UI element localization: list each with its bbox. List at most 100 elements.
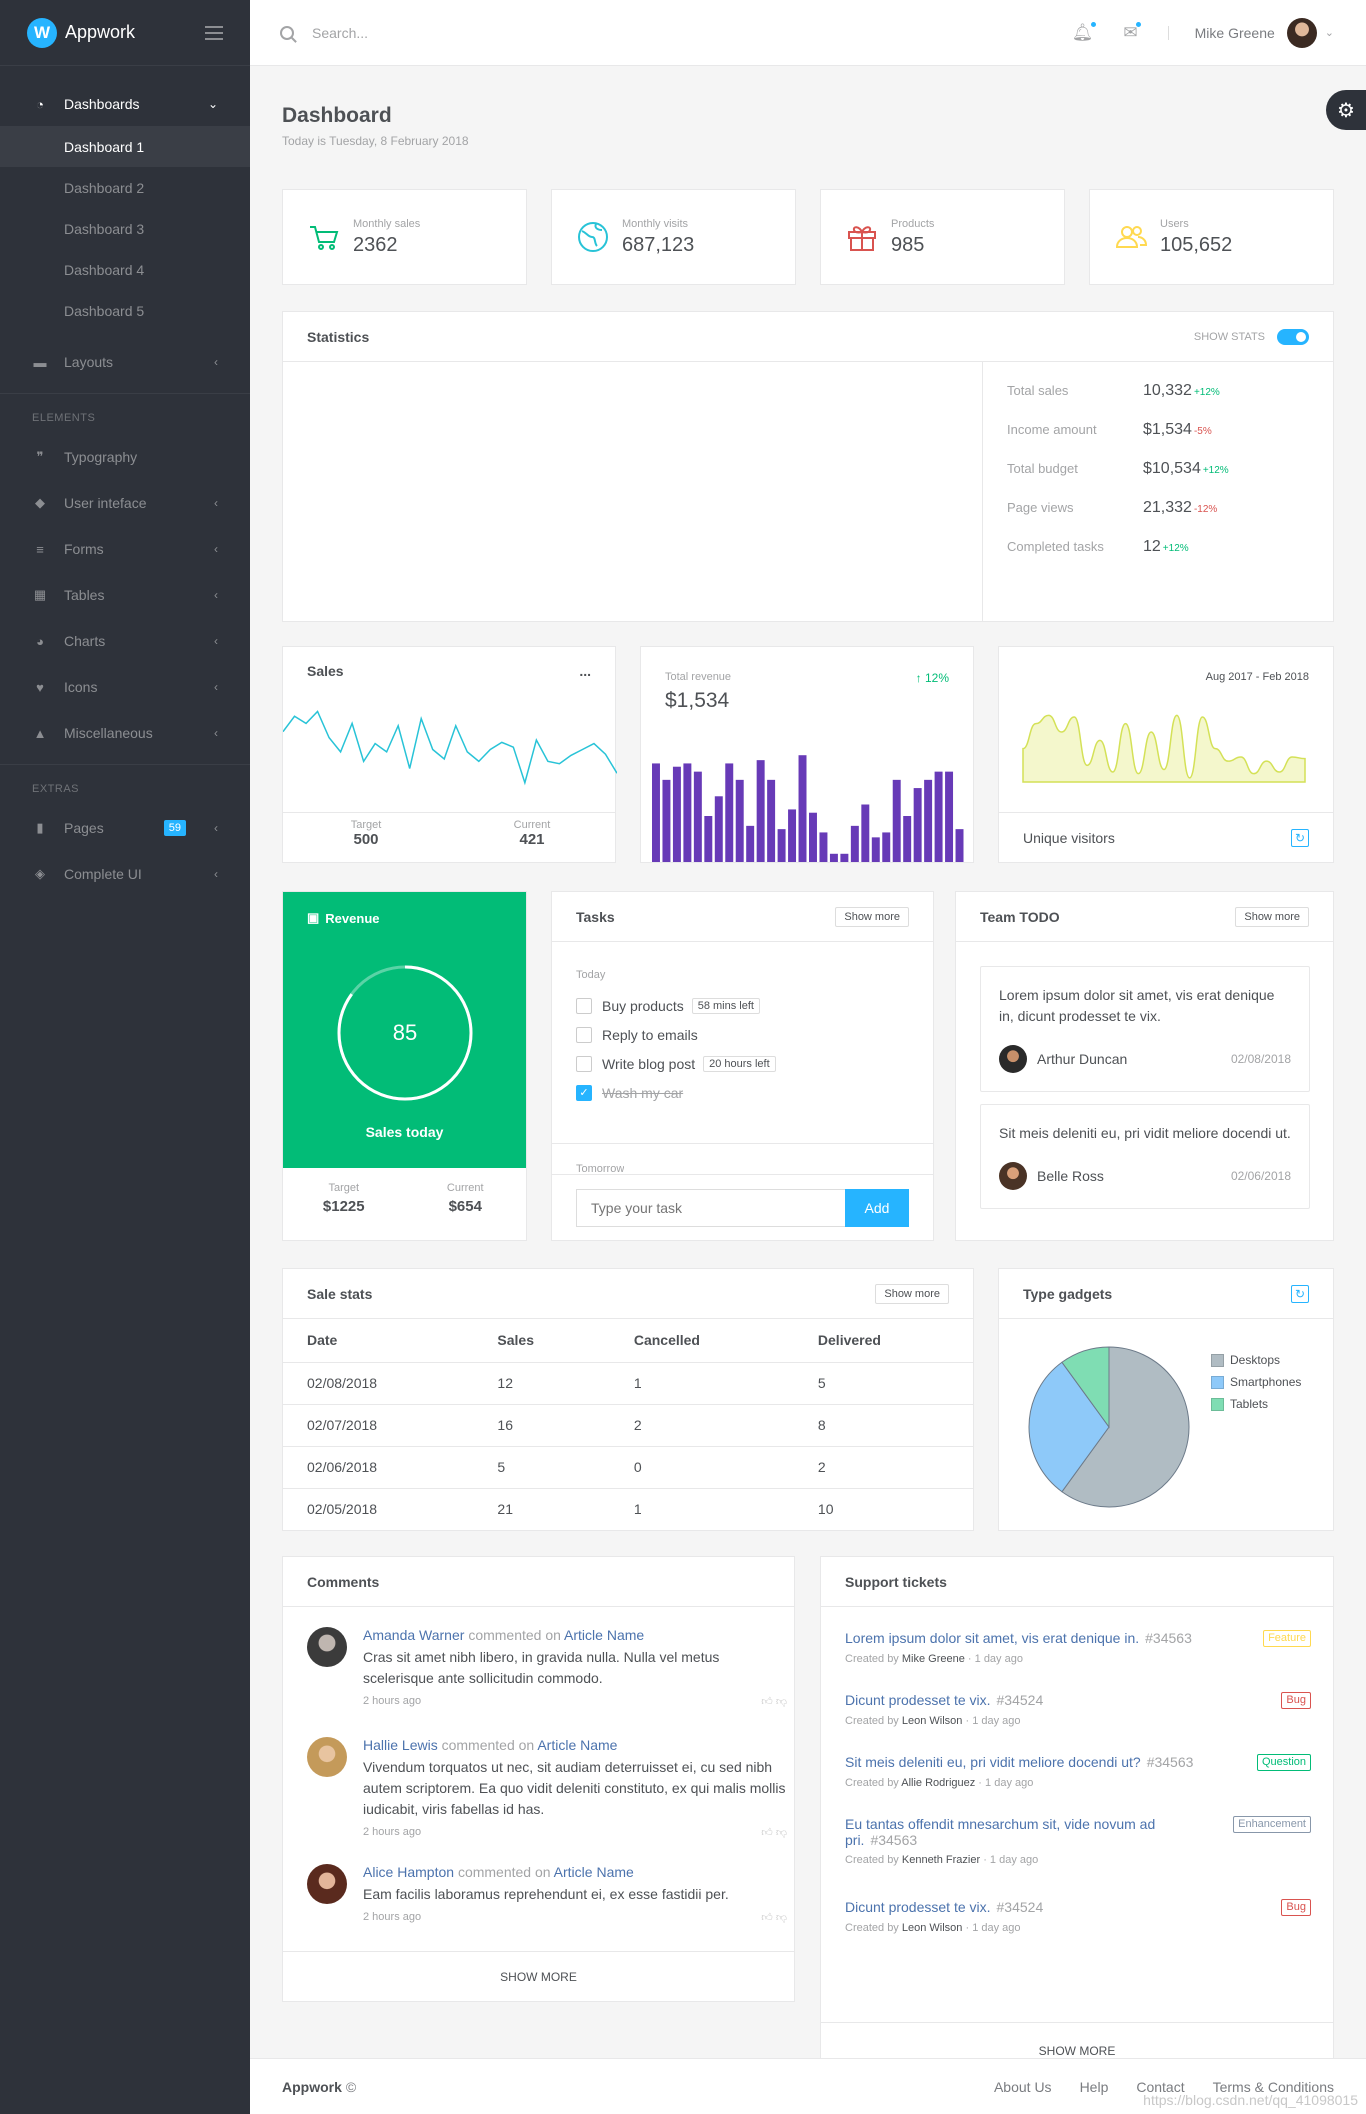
todo-date: 02/08/2018 bbox=[1230, 1052, 1291, 1066]
thumbs-down-icon[interactable]: 👎︎ bbox=[775, 1827, 787, 1839]
comment-author-link[interactable]: Amanda Warner bbox=[363, 1627, 465, 1643]
show-stats-toggle[interactable]: SHOW STATS bbox=[1194, 328, 1309, 345]
ticket-title-link[interactable]: Dicunt prodesset te vix. bbox=[845, 1899, 991, 1915]
sidebar-subitem-dashboard-3[interactable]: Dashboard 3 bbox=[64, 220, 145, 237]
sidebar-item-label: Layouts bbox=[64, 354, 114, 370]
todo-item[interactable]: Sit meis deleniti eu, pri vidit meliore … bbox=[980, 1104, 1310, 1209]
mail-icon[interactable]: ✉︎ bbox=[1123, 20, 1142, 43]
sidebar-item-pages[interactable]: ▮ Pages 59 ‹ bbox=[0, 805, 250, 851]
user-avatar[interactable] bbox=[1286, 17, 1317, 48]
sidebar-item-charts[interactable]: ◕ Charts ‹ bbox=[0, 618, 250, 664]
avatar[interactable] bbox=[307, 1627, 347, 1667]
task-checkbox[interactable] bbox=[576, 1026, 592, 1043]
search-input[interactable] bbox=[312, 24, 712, 41]
ticket-title-wrap: Sit meis deleniti eu, pri vidit meliore … bbox=[845, 1754, 1193, 1771]
ticket-title-link[interactable]: Dicunt prodesset te vix. bbox=[845, 1692, 991, 1708]
card-header: Sales ... bbox=[283, 647, 615, 679]
toggle-switch[interactable] bbox=[1277, 328, 1309, 345]
task-item[interactable]: ✓ Wash my car bbox=[576, 1078, 906, 1107]
topbar: 🔔︎ ✉︎ Mike Greene ⌄ bbox=[250, 0, 1366, 66]
thumbs-down-icon[interactable]: 👎︎ bbox=[775, 1696, 787, 1708]
revenue-bar bbox=[756, 760, 765, 862]
stat-row: Income amount $1,534 -5% bbox=[1007, 421, 1334, 460]
bell-icon[interactable]: 🔔︎ bbox=[1072, 20, 1098, 43]
menu-toggle-icon[interactable] bbox=[205, 25, 223, 40]
ticket-author[interactable]: Mike Greene bbox=[901, 1653, 965, 1665]
team-todo-show-more-button[interactable]: Show more bbox=[1235, 906, 1309, 927]
task-item[interactable]: Buy products 58 mins left bbox=[576, 991, 906, 1020]
topbar-divider bbox=[1167, 25, 1169, 40]
ticket-title-link[interactable]: Eu tantas offendit mnesarchum sit, vide … bbox=[845, 1816, 1156, 1848]
revenue-bar bbox=[882, 832, 891, 862]
sidebar-item-complete-ui[interactable]: ◈ Complete UI ‹ bbox=[0, 851, 250, 897]
sidebar-item-miscellaneous[interactable]: ▲ Miscellaneous ‹ bbox=[0, 710, 250, 756]
brand-name[interactable]: Appwork bbox=[65, 22, 136, 42]
ticket-author[interactable]: Kenneth Frazier bbox=[901, 1854, 981, 1866]
more-menu-icon[interactable]: ... bbox=[579, 663, 591, 679]
task-item[interactable]: Write blog post 20 hours left bbox=[576, 1049, 906, 1078]
todo-item[interactable]: Lorem ipsum dolor sit amet, vis erat den… bbox=[980, 966, 1310, 1092]
sidebar-subitem-dashboard-1[interactable]: Dashboard 1 bbox=[0, 126, 250, 167]
task-checkbox[interactable] bbox=[576, 1055, 592, 1072]
footer-link-terms[interactable]: Terms & Conditions bbox=[1212, 2078, 1334, 2095]
comment-header: Amanda Warner commented on Article Name bbox=[363, 1627, 787, 1643]
tasks-show-more-button[interactable]: Show more bbox=[835, 906, 909, 927]
sidebar-subitem-dashboard-5[interactable]: Dashboard 5 bbox=[64, 302, 145, 319]
tile-label: Monthly visits bbox=[622, 217, 689, 230]
task-item[interactable]: Reply to emails bbox=[576, 1020, 906, 1049]
thumbs-down-icon[interactable]: 👎︎ bbox=[775, 1912, 787, 1924]
avatar[interactable] bbox=[307, 1737, 347, 1777]
tickets-show-more-button[interactable]: SHOW MORE bbox=[821, 2022, 1333, 2078]
gear-icon[interactable]: ⚙︎ bbox=[1326, 90, 1366, 130]
sidebar-subitem-dashboard-4[interactable]: Dashboard 4 bbox=[64, 261, 145, 278]
brand-logo[interactable]: W bbox=[27, 17, 57, 48]
sidebar-item-forms[interactable]: ≡ Forms ‹ bbox=[0, 526, 250, 572]
comment-article-link[interactable]: Article Name bbox=[553, 1864, 634, 1880]
ticket-title-link[interactable]: Sit meis deleniti eu, pri vidit meliore … bbox=[845, 1754, 1141, 1770]
avatar[interactable] bbox=[307, 1864, 347, 1904]
todo-footer: Belle Ross 02/06/2018 bbox=[999, 1162, 1291, 1190]
sidebar-item-user-interface[interactable]: ◆ User inteface ‹ bbox=[0, 480, 250, 526]
footer-brand[interactable]: Appwork bbox=[282, 2078, 342, 2095]
comment-verb: commented on bbox=[441, 1737, 535, 1753]
ticket-author[interactable]: Allie Rodriguez bbox=[901, 1777, 976, 1789]
add-task-button[interactable]: Add bbox=[845, 1188, 909, 1227]
comment-article-link[interactable]: Article Name bbox=[537, 1737, 618, 1753]
thumbs-up-icon[interactable]: 👍︎ bbox=[761, 1696, 776, 1708]
comment-author-link[interactable]: Hallie Lewis bbox=[363, 1737, 438, 1753]
gift-icon bbox=[848, 226, 876, 251]
ticket-title-link[interactable]: Lorem ipsum dolor sit amet, vis erat den… bbox=[845, 1630, 1140, 1646]
comments-show-more-button[interactable]: SHOW MORE bbox=[283, 1951, 794, 2001]
table-cell: 10 bbox=[793, 1488, 973, 1531]
task-checkbox[interactable]: ✓ bbox=[576, 1084, 592, 1101]
footer-link-about[interactable]: About Us bbox=[993, 2078, 1052, 2095]
revenue-bar bbox=[704, 816, 713, 862]
footer-link-help[interactable]: Help bbox=[1079, 2078, 1109, 2095]
footer-link-contact[interactable]: Contact bbox=[1136, 2078, 1185, 2095]
summary-value: $654 bbox=[448, 1198, 482, 1215]
comment-article-link[interactable]: Article Name bbox=[564, 1627, 645, 1643]
sidebar-item-dashboards[interactable]: ◔ Dashboards ⌄ bbox=[0, 66, 250, 142]
sidebar-item-layouts[interactable]: ▬ Layouts ‹ bbox=[0, 339, 250, 385]
table-cell: 02/08/2018 bbox=[283, 1362, 474, 1405]
user-name[interactable]: Mike Greene bbox=[1194, 24, 1275, 41]
sidebar-subitem-dashboard-2[interactable]: Dashboard 2 bbox=[64, 179, 145, 196]
comment-author-link[interactable]: Alice Hampton bbox=[363, 1864, 455, 1880]
ticket-author[interactable]: Leon Wilson bbox=[901, 1922, 963, 1934]
revenue-card-top: ▣ Revenue 85 Sales today bbox=[283, 892, 526, 1168]
task-checkbox[interactable] bbox=[576, 997, 592, 1014]
thumbs-up-icon[interactable]: 👍︎ bbox=[761, 1827, 776, 1839]
thumbs-up-icon[interactable]: 👍︎ bbox=[761, 1912, 776, 1924]
task-text: Wash my car bbox=[602, 1084, 684, 1101]
sale-stats-show-more-button[interactable]: Show more bbox=[875, 1283, 949, 1304]
sidebar-item-typography[interactable]: ❞ Typography bbox=[0, 434, 250, 480]
comments-card: Comments Amanda Warner commented on Arti… bbox=[282, 1556, 795, 2002]
refresh-icon[interactable]: ↻ bbox=[1291, 828, 1309, 847]
chevron-down-icon[interactable]: ⌄ bbox=[1324, 27, 1334, 39]
refresh-icon[interactable]: ↻ bbox=[1291, 1284, 1309, 1303]
sidebar-item-tables[interactable]: ▦ Tables ‹ bbox=[0, 572, 250, 618]
ticket-author[interactable]: Leon Wilson bbox=[901, 1715, 963, 1727]
sidebar-item-icons[interactable]: ♥ Icons ‹ bbox=[0, 664, 250, 710]
sidebar-item-label: Complete UI bbox=[64, 866, 142, 882]
task-input[interactable] bbox=[576, 1188, 845, 1227]
